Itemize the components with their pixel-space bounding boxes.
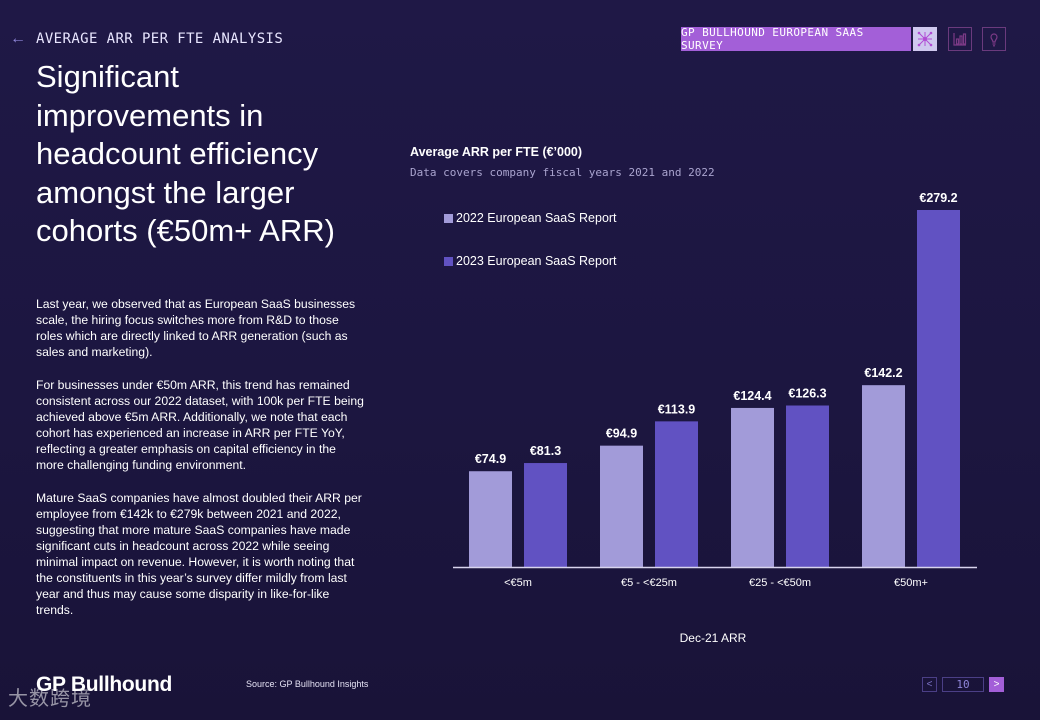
data-label: €81.3 xyxy=(530,444,561,458)
network-icon xyxy=(917,31,933,47)
network-button[interactable] xyxy=(913,27,937,51)
bar-chart-button[interactable] xyxy=(948,27,972,51)
watermark: 大数跨境 xyxy=(8,688,92,710)
x-tick-label: €5 - <€25m xyxy=(621,577,677,589)
page-number: 10 xyxy=(942,677,984,692)
x-tick-label: €50m+ xyxy=(894,577,928,589)
lightbulb-button[interactable] xyxy=(982,27,1006,51)
bar-2022 xyxy=(731,407,774,567)
chart-subtitle: Data covers company fiscal years 2021 an… xyxy=(410,166,715,179)
section-title: AVERAGE ARR PER FTE ANALYSIS xyxy=(36,31,284,47)
bar-2023 xyxy=(524,463,567,567)
legend-label-2023: 2023 European SaaS Report xyxy=(456,254,617,268)
data-label: €126.3 xyxy=(788,387,826,401)
legend-item-2023: 2023 European SaaS Report xyxy=(444,254,617,268)
chevron-right-icon: > xyxy=(993,679,1000,690)
bar-2022 xyxy=(469,471,512,567)
source-note: Source: GP Bullhound Insights xyxy=(246,679,369,689)
bar-2022 xyxy=(862,385,905,567)
gp-bullhound-logo: GP Bullhound xyxy=(36,673,172,696)
prev-page-button[interactable]: < xyxy=(922,677,937,692)
legend-item-2022: 2022 European SaaS Report xyxy=(444,211,617,225)
x-axis-label: Dec-21 ARR xyxy=(680,631,747,645)
body-paragraph-3: Mature SaaS companies have almost double… xyxy=(36,491,362,617)
x-tick-label: <€5m xyxy=(504,577,532,589)
bar-chart-icon xyxy=(953,33,967,46)
body-paragraph-1: Last year, we observed that as European … xyxy=(36,297,356,359)
bar-2023 xyxy=(786,405,829,567)
x-tick-label: €25 - <€50m xyxy=(749,577,811,589)
legend-swatch-2023 xyxy=(444,256,453,266)
chevron-left-icon: < xyxy=(926,679,933,690)
page-headline: Significant improvements in headcount ef… xyxy=(36,59,335,248)
data-label: €113.9 xyxy=(658,402,696,416)
legend-label-2022: 2022 European SaaS Report xyxy=(456,211,617,225)
data-label: €279.2 xyxy=(919,191,957,205)
next-page-button[interactable]: > xyxy=(989,677,1004,692)
arrow-left-icon[interactable]: ← xyxy=(10,30,26,47)
body-paragraph-2: For businesses under €50m ARR, this tren… xyxy=(36,378,364,472)
bar-2023 xyxy=(655,421,698,567)
bar-2022 xyxy=(600,445,643,567)
legend-swatch-2022 xyxy=(444,213,453,223)
data-label: €74.9 xyxy=(475,452,506,466)
data-label: €142.2 xyxy=(864,366,902,380)
lightbulb-icon xyxy=(990,33,998,47)
chart-title: Average ARR per FTE (€’000) xyxy=(410,145,583,159)
bar-2023 xyxy=(917,210,960,567)
survey-badge[interactable]: GP BULLHOUND EUROPEAN SAAS SURVEY xyxy=(681,26,911,52)
data-label: €124.4 xyxy=(733,389,771,403)
body-text: Last year, we observed that as European … xyxy=(36,296,366,635)
data-label: €94.9 xyxy=(606,427,637,441)
